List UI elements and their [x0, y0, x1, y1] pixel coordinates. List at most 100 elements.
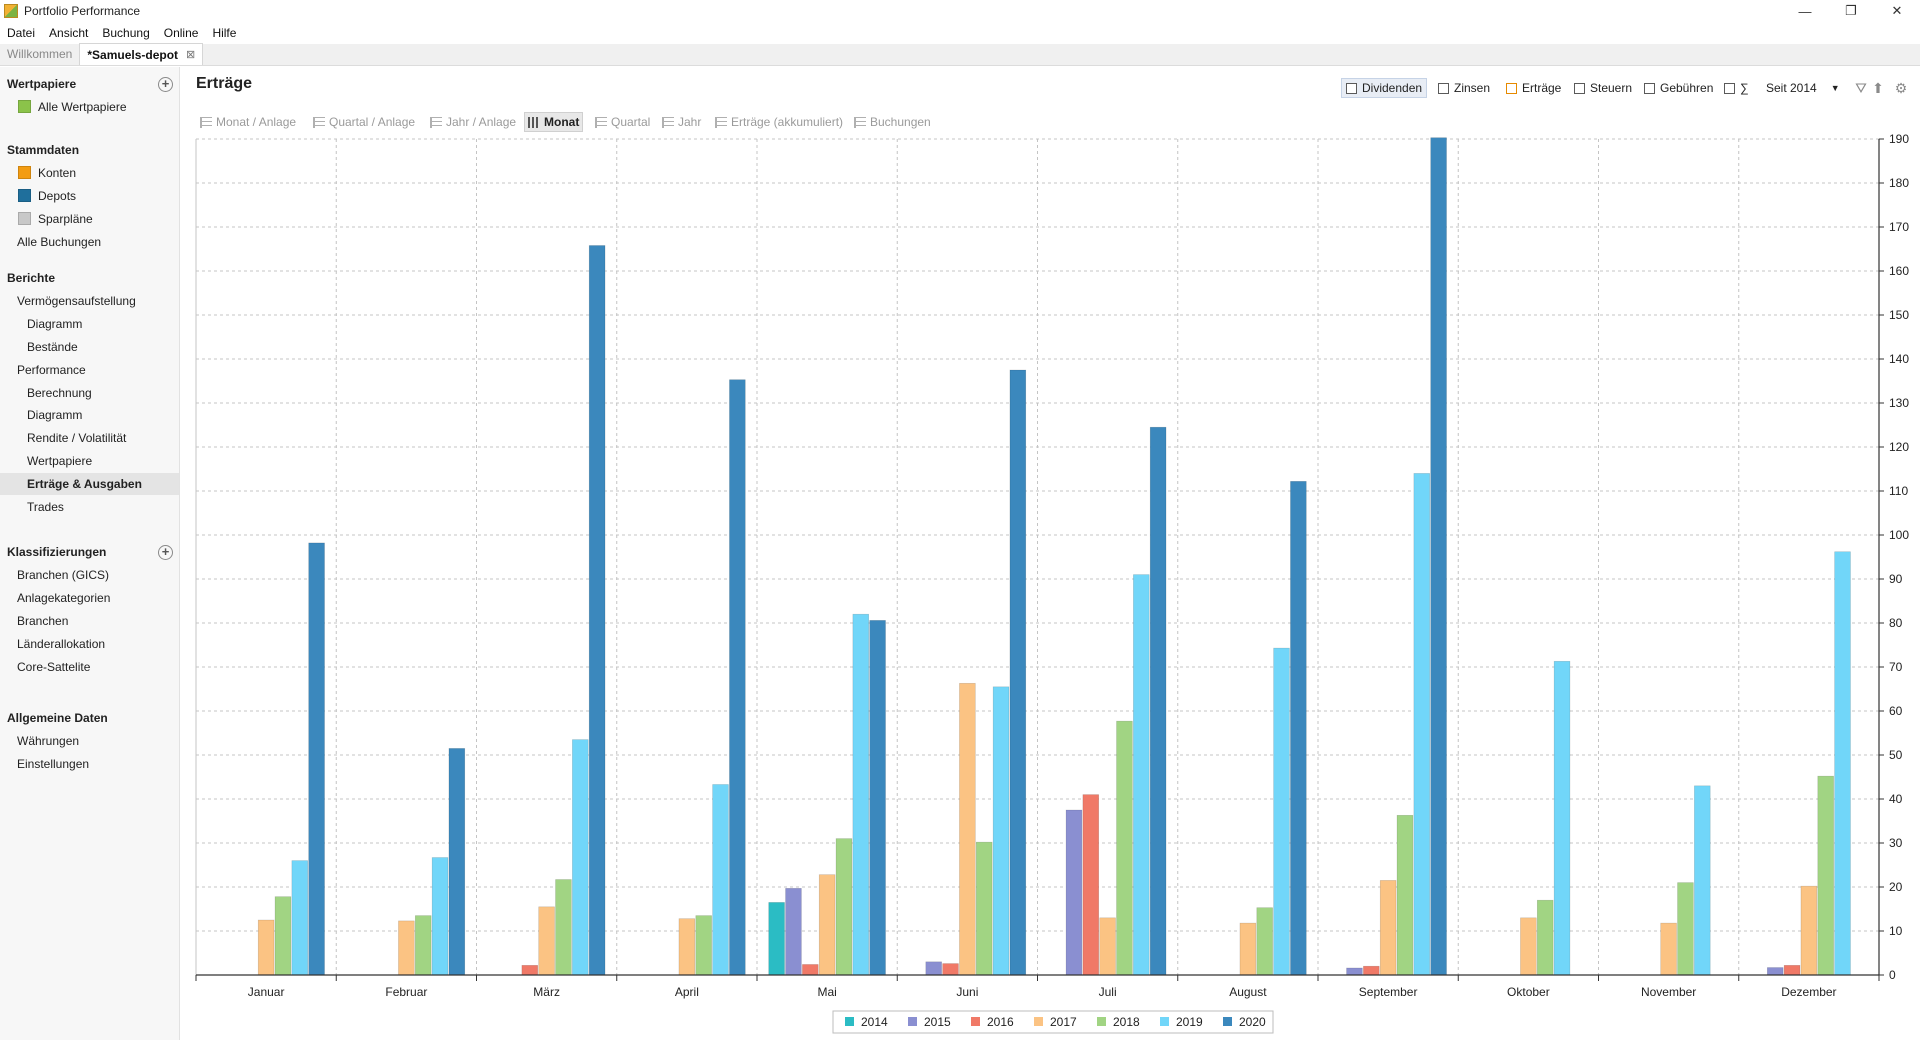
- sidebar-item-vermoegensaufstellung[interactable]: Vermögensaufstellung: [0, 290, 179, 312]
- bar-2018-juli: [1116, 720, 1133, 976]
- filter-icon[interactable]: ⛛: [1855, 79, 1867, 96]
- bar-2015-september: [1346, 967, 1363, 976]
- filter-ertraege[interactable]: Erträge: [1502, 78, 1565, 98]
- view-ertraege-akkumuliert[interactable]: Erträge (akkumuliert): [712, 112, 846, 132]
- legend-label-2019: 2019: [1176, 1015, 1203, 1029]
- sidebar-item-branchen[interactable]: Branchen: [0, 610, 179, 632]
- maximize-button[interactable]: ❐: [1845, 3, 1857, 18]
- period-select[interactable]: Seit 2014 ▼: [1762, 78, 1844, 98]
- tab-samuels-depot[interactable]: *Samuels-depot ⊠: [79, 43, 204, 65]
- bar-2017-juli: [1099, 917, 1116, 976]
- add-icon[interactable]: +: [158, 545, 173, 560]
- sidebar-item-diagramm[interactable]: Diagramm: [0, 404, 179, 426]
- sidebar-item-ertraege-ausgaben[interactable]: Erträge & Ausgaben: [0, 473, 179, 496]
- close-window-button[interactable]: ✕: [1891, 3, 1903, 18]
- y-tick-label: 140: [1889, 352, 1909, 366]
- sidebar-item-label: Konten: [38, 165, 77, 180]
- sidebar-item-label: Einstellungen: [17, 756, 90, 771]
- filter-label: Gebühren: [1660, 81, 1714, 95]
- sidebar-item-label: Wertpapiere: [27, 454, 93, 469]
- sidebar-item-rendite-volatilitaet[interactable]: Rendite / Volatilität: [0, 427, 179, 449]
- y-tick-label: 10: [1889, 924, 1903, 938]
- menu-bar: Datei Ansicht Buchung Online Hilfe: [0, 22, 1920, 43]
- sidebar-item-einstellungen[interactable]: Einstellungen: [0, 753, 179, 775]
- bar-2016-juli: [1082, 794, 1100, 976]
- sidebar-item-laenderallokation[interactable]: Länderallokation: [0, 633, 179, 655]
- sidebar-item-alle-buchungen[interactable]: Alle Buchungen: [0, 231, 179, 253]
- sidebar-item-depots[interactable]: Depots: [0, 185, 179, 207]
- y-tick-label: 150: [1889, 308, 1909, 322]
- filter-zinsen[interactable]: Zinsen: [1434, 78, 1494, 98]
- view-buchungen[interactable]: Buchungen: [851, 112, 934, 132]
- legend-label-2016: 2016: [987, 1015, 1014, 1029]
- sidebar-item-core-sattelite[interactable]: Core-Sattelite: [0, 656, 179, 678]
- title-bar: Portfolio Performance — ❐ ✕: [0, 0, 1920, 22]
- y-tick-label: 30: [1889, 836, 1903, 850]
- bar-2017-september: [1379, 880, 1397, 976]
- add-icon[interactable]: +: [158, 77, 173, 92]
- sidebar-item-berechnung[interactable]: Berechnung: [0, 382, 179, 404]
- sidebar-item-trades[interactable]: Trades: [0, 496, 179, 518]
- view-jahr-anlage[interactable]: Jahr / Anlage: [427, 112, 519, 132]
- sidebar-item-label: Alle Wertpapiere: [38, 99, 127, 114]
- close-tab-icon[interactable]: ⊠: [186, 49, 196, 61]
- view-label: Monat: [544, 115, 580, 129]
- tab-willkommen[interactable]: Willkommen: [0, 43, 79, 65]
- sidebar-item-konten[interactable]: Konten: [0, 162, 179, 184]
- section-title: Klassifizierungen: [7, 545, 107, 559]
- menu-ansicht[interactable]: Ansicht: [49, 25, 89, 40]
- sidebar-item-wertpapiere[interactable]: Wertpapiere: [0, 450, 179, 472]
- chart-view-icon: [715, 116, 727, 128]
- sidebar-item-bestaende[interactable]: Bestände: [0, 336, 179, 358]
- filter-steuern[interactable]: Steuern: [1570, 78, 1636, 98]
- view-quartal[interactable]: Quartal: [592, 112, 653, 132]
- filter-sum[interactable]: ∑: [1720, 78, 1753, 98]
- sidebar-item-alle-wertpapiere[interactable]: Alle Wertpapiere: [0, 96, 179, 118]
- sidebar-item-label: Währungen: [17, 733, 80, 748]
- sidebar-item-label: Diagramm: [27, 408, 83, 423]
- konten-icon: [18, 166, 31, 180]
- section-title: Stammdaten: [7, 143, 80, 157]
- export-icon[interactable]: ⬆: [1872, 79, 1884, 96]
- menu-online[interactable]: Online: [163, 25, 199, 40]
- checkbox-icon: [1574, 82, 1585, 94]
- bar-2019-maerz: [572, 739, 589, 976]
- sidebar-section-stammdaten: Stammdaten: [0, 139, 179, 161]
- y-tick-label: 60: [1889, 704, 1903, 718]
- sidebar-item-waehrungen[interactable]: Währungen: [0, 730, 179, 752]
- y-tick-label: 70: [1889, 660, 1903, 674]
- menu-datei[interactable]: Datei: [7, 25, 36, 40]
- y-tick-label: 80: [1889, 616, 1903, 630]
- checkbox-icon: [1346, 82, 1357, 94]
- gear-icon[interactable]: ⚙: [1894, 79, 1908, 96]
- filter-label: Steuern: [1590, 81, 1633, 95]
- filter-dividenden[interactable]: Dividenden: [1341, 78, 1428, 98]
- bar-2020-april: [729, 379, 746, 976]
- sidebar-item-diagramm[interactable]: Diagramm: [0, 313, 179, 335]
- view-quartal-anlage[interactable]: Quartal / Anlage: [310, 112, 418, 132]
- sidebar-section-berichte: Berichte: [0, 267, 179, 289]
- view-label: Buchungen: [870, 115, 931, 129]
- filter-label: Dividenden: [1362, 81, 1423, 95]
- legend-swatch-2018: [1097, 1017, 1106, 1026]
- sidebar-item-anlagekategorien[interactable]: Anlagekategorien: [0, 587, 179, 609]
- bar-2017-januar: [257, 919, 275, 976]
- sidebar-item-label: Sparpläne: [38, 211, 93, 226]
- view-jahr[interactable]: Jahr: [659, 112, 704, 132]
- menu-hilfe[interactable]: Hilfe: [212, 25, 237, 40]
- minimize-button[interactable]: —: [1798, 3, 1812, 19]
- menu-buchung[interactable]: Buchung: [102, 25, 150, 40]
- bar-2018-august: [1256, 907, 1273, 976]
- section-title: Berichte: [7, 271, 56, 285]
- bar-2014-mai: [768, 902, 785, 976]
- view-monat[interactable]: Monat: [524, 112, 584, 132]
- view-monat-anlage[interactable]: Monat / Anlage: [197, 112, 299, 132]
- sidebar-item-performance[interactable]: Performance: [0, 359, 179, 381]
- sidebar-item-sparplaene[interactable]: Sparpläne: [0, 208, 179, 230]
- bar-2018-februar: [414, 915, 432, 976]
- legend-label-2014: 2014: [861, 1015, 888, 1029]
- filter-gebuehren[interactable]: Gebühren: [1640, 78, 1717, 98]
- period-value: Seit 2014: [1766, 81, 1817, 95]
- sidebar-item-label: Rendite / Volatilität: [27, 431, 127, 446]
- sidebar-item-branchen-gics[interactable]: Branchen (GICS): [0, 564, 179, 586]
